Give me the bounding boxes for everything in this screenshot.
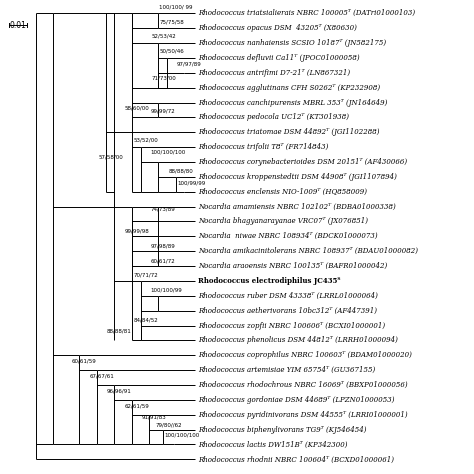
Text: Rhodococcus electrodiphilus JC435ᵀ: Rhodococcus electrodiphilus JC435ᵀ: [198, 277, 340, 285]
Text: 57/58/00: 57/58/00: [98, 154, 123, 159]
Text: 53/52/00: 53/52/00: [133, 138, 158, 143]
Text: 70/71/72: 70/71/72: [133, 273, 158, 278]
Text: 74/73/89: 74/73/89: [150, 206, 175, 211]
Text: Rhodococcus agglutinans CFH S0262ᵀ (KP232908): Rhodococcus agglutinans CFH S0262ᵀ (KP23…: [198, 83, 380, 91]
Text: 58/60/00: 58/60/00: [125, 106, 149, 111]
Text: 67/67/61: 67/67/61: [90, 374, 114, 378]
Text: 97/98/89: 97/98/89: [150, 243, 175, 248]
Text: 100/100/100: 100/100/100: [150, 150, 186, 155]
Text: Rhodococcus antrifimi D7-21ᵀ (LN867321): Rhodococcus antrifimi D7-21ᵀ (LN867321): [198, 69, 350, 77]
Text: Rhodococcus triatomae DSM 44892ᵀ (JGI1102288): Rhodococcus triatomae DSM 44892ᵀ (JGI110…: [198, 128, 380, 136]
Text: 91/91/83: 91/91/83: [142, 414, 167, 419]
Text: Nocardia araoensis NBRC 100135ᵀ (BAFR01000042): Nocardia araoensis NBRC 100135ᵀ (BAFR010…: [198, 262, 387, 270]
Text: 60/61/59: 60/61/59: [72, 358, 97, 364]
Text: Rhodococcus corynebacterioides DSM 20151ᵀ (AF430066): Rhodococcus corynebacterioides DSM 20151…: [198, 158, 407, 166]
Text: 99/99/72: 99/99/72: [150, 109, 175, 114]
Text: Rhodococcus canchipurensis MBRL 353ᵀ (JN164649): Rhodococcus canchipurensis MBRL 353ᵀ (JN…: [198, 99, 387, 107]
Text: Rhodococcus nanhaiensis SCSIO 10187ᵀ (JN582175): Rhodococcus nanhaiensis SCSIO 10187ᵀ (JN…: [198, 39, 386, 47]
Text: Rhodococcus enclensis NIO-1009ᵀ (HQ858009): Rhodococcus enclensis NIO-1009ᵀ (HQ85800…: [198, 188, 367, 196]
Text: 100/100/ 99: 100/100/ 99: [159, 4, 192, 9]
Text: 88/88/81: 88/88/81: [107, 328, 132, 334]
Text: 60/61/72: 60/61/72: [150, 258, 175, 263]
Text: 88/88/80: 88/88/80: [168, 169, 193, 174]
Text: 50/50/46: 50/50/46: [160, 49, 184, 54]
Text: Nocardia amamiensis NBRC 102102ᵀ (BDBA01000338): Nocardia amamiensis NBRC 102102ᵀ (BDBA01…: [198, 202, 396, 210]
Text: Rhodococcus phenolicus DSM 44812ᵀ (LRRH01000094): Rhodococcus phenolicus DSM 44812ᵀ (LRRH0…: [198, 337, 398, 345]
Text: 96/96/91: 96/96/91: [107, 388, 132, 393]
Text: 62/61/59: 62/61/59: [125, 403, 149, 408]
Text: Rhodococcus coprophilus NBRC 100603ᵀ (BDAM01000020): Rhodococcus coprophilus NBRC 100603ᵀ (BD…: [198, 351, 412, 359]
Text: Nocardia amikacinitolerans NBRC 108937ᵀ (BDAU01000082): Nocardia amikacinitolerans NBRC 108937ᵀ …: [198, 247, 418, 255]
Text: 100/100/99: 100/100/99: [150, 288, 182, 293]
Text: Rhodococcus triatsialierais NBRC 100005ᵀ (DATri01000103): Rhodococcus triatsialierais NBRC 100005ᵀ…: [198, 9, 415, 18]
Text: 100/99/99: 100/99/99: [177, 180, 205, 185]
Text: Rhodococcus defluvii Ca11ᵀ (JPOC01000058): Rhodococcus defluvii Ca11ᵀ (JPOC01000058…: [198, 54, 360, 62]
Text: 84/84/52: 84/84/52: [133, 318, 158, 322]
Text: Rhodococcus lactis DW151Bᵀ (KP342300): Rhodococcus lactis DW151Bᵀ (KP342300): [198, 440, 347, 448]
Text: Rhodococcus gordoniae DSM 44689ᵀ (LPZN01000053): Rhodococcus gordoniae DSM 44689ᵀ (LPZN01…: [198, 396, 394, 404]
Text: 0.01: 0.01: [9, 21, 27, 30]
Text: 71/73/00: 71/73/00: [152, 76, 176, 81]
Text: Nocardia  niwae NBRC 108934ᵀ (BDCK01000073): Nocardia niwae NBRC 108934ᵀ (BDCK0100007…: [198, 232, 378, 240]
Text: Rhodococcus rhodochrous NBRC 16069ᵀ (BBXP01000056): Rhodococcus rhodochrous NBRC 16069ᵀ (BBX…: [198, 381, 408, 389]
Text: Rhodococcus biphenylivorans TG9ᵀ (KJ546454): Rhodococcus biphenylivorans TG9ᵀ (KJ5464…: [198, 426, 366, 434]
Text: Rhodococcus pyridinivorans DSM 44555ᵀ (LRRI01000001): Rhodococcus pyridinivorans DSM 44555ᵀ (L…: [198, 411, 408, 419]
Text: Rhodococcus kroppenstedtii DSM 44908ᵀ (JGI1107894): Rhodococcus kroppenstedtii DSM 44908ᵀ (J…: [198, 173, 397, 181]
Text: Nocardia bhagyanarayanae VRC07ᵀ (JX076851): Nocardia bhagyanarayanae VRC07ᵀ (JX07685…: [198, 218, 368, 226]
Text: Rhodococcus ruber DSM 43338ᵀ (LRRL01000064): Rhodococcus ruber DSM 43338ᵀ (LRRL010000…: [198, 292, 378, 300]
Text: 97/97/89: 97/97/89: [177, 61, 201, 66]
Text: Rhodococcus opacus DSM  43205ᵀ (X80630): Rhodococcus opacus DSM 43205ᵀ (X80630): [198, 24, 357, 32]
Text: 99/99/98: 99/99/98: [125, 228, 149, 233]
Text: Rhodococcus zopfii NBRC 100606ᵀ (BCXI01000001): Rhodococcus zopfii NBRC 100606ᵀ (BCXI010…: [198, 321, 385, 329]
Text: 79/80//62: 79/80//62: [155, 422, 182, 428]
Text: 75/75/58: 75/75/58: [160, 19, 184, 24]
Text: Rhodococcus trifolii T8ᵀ (FR714843): Rhodococcus trifolii T8ᵀ (FR714843): [198, 143, 328, 151]
Text: Rhodococcus pedocola UC12ᵀ (KT301938): Rhodococcus pedocola UC12ᵀ (KT301938): [198, 113, 349, 121]
Text: Rhodococcus aetherivorans 10bc312ᵀ (AF447391): Rhodococcus aetherivorans 10bc312ᵀ (AF44…: [198, 307, 377, 315]
Text: Rhodococcus rhodnii NBRC 100604ᵀ (BCXD01000061): Rhodococcus rhodnii NBRC 100604ᵀ (BCXD01…: [198, 456, 394, 463]
Text: 100/100/100: 100/100/100: [165, 433, 200, 438]
Text: Rhodococcus artemisiae YIM 65754ᵀ (GU367155): Rhodococcus artemisiae YIM 65754ᵀ (GU367…: [198, 366, 375, 374]
Text: 52/53/42: 52/53/42: [152, 34, 176, 39]
